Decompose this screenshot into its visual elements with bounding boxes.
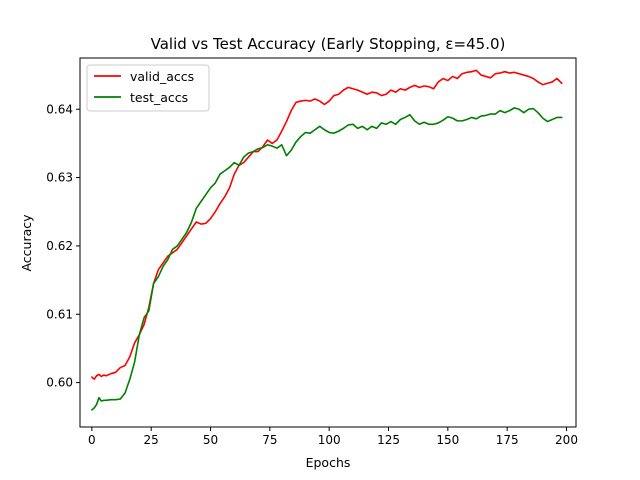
series-line-test-accs xyxy=(91,107,563,411)
x-tick-label: 50 xyxy=(203,433,218,447)
x-tick-label: 0 xyxy=(88,433,96,447)
x-tick-label: 100 xyxy=(318,433,341,447)
plot-frame xyxy=(79,57,577,428)
x-tick-label: 150 xyxy=(436,433,459,447)
y-tick-label: 0.63 xyxy=(46,171,73,185)
legend: valid_accs test_accs xyxy=(86,64,210,112)
x-axis-ticks: 0 25 50 75 100 125 150 175 200 xyxy=(88,427,578,447)
y-tick-label: 0.62 xyxy=(46,239,73,253)
y-axis-label: Accuracy xyxy=(19,214,34,272)
y-axis-ticks: 0.60 0.61 0.62 0.63 0.64 xyxy=(46,102,80,390)
series-layer xyxy=(91,69,563,411)
series-line-valid-accs xyxy=(91,69,563,380)
legend-label-test-accs: test_accs xyxy=(130,90,188,105)
y-tick-label: 0.64 xyxy=(46,102,73,116)
x-tick-label: 75 xyxy=(262,433,277,447)
y-tick-label: 0.61 xyxy=(46,307,73,321)
x-tick-label: 200 xyxy=(555,433,578,447)
chart-title: Valid vs Test Accuracy (Early Stopping, … xyxy=(151,35,506,53)
x-tick-label: 175 xyxy=(496,433,519,447)
x-tick-label: 125 xyxy=(377,433,400,447)
legend-label-valid-accs: valid_accs xyxy=(130,69,194,84)
plot-area xyxy=(79,57,577,428)
x-tick-label: 25 xyxy=(144,433,159,447)
y-tick-label: 0.60 xyxy=(46,376,73,390)
x-axis-label: Epochs xyxy=(306,455,351,470)
